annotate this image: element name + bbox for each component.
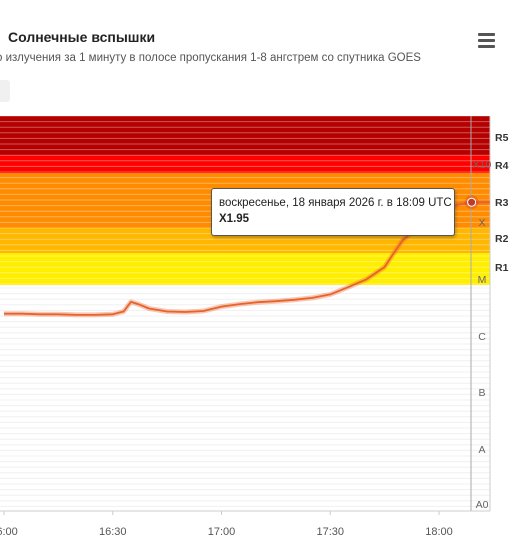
x-tick-label: 18:00 <box>425 526 453 538</box>
band-r1 <box>0 253 490 285</box>
x-tick-label: 17:30 <box>316 526 344 538</box>
tooltip-value: X1.95 <box>219 213 250 225</box>
band-r4 <box>0 155 490 173</box>
chart-title: Солнечные вспышки <box>8 29 156 45</box>
radio-blackout-label: R4 <box>495 160 509 172</box>
y-class-label: X10 <box>473 159 492 171</box>
range-selector-button[interactable] <box>0 80 10 102</box>
chart-menu-icon[interactable] <box>478 33 496 49</box>
x-tick-label: 16:30 <box>99 526 127 538</box>
x-tick-label: 17:00 <box>208 526 236 538</box>
radio-blackout-label: R5 <box>495 132 509 144</box>
y-class-label: M <box>478 274 487 286</box>
tooltip: воскресенье, 18 января 2026 г. в 18:09 U… <box>211 188 455 236</box>
radio-blackout-label: R2 <box>495 233 509 245</box>
x-tick-label: 16:00 <box>0 526 18 538</box>
band-r5 <box>0 116 490 155</box>
radio-blackout-label: R3 <box>495 197 509 209</box>
y-class-label: A <box>478 444 485 456</box>
y-class-label: C <box>478 331 486 343</box>
tooltip-date: воскресенье, 18 января 2026 г. в 18:09 U… <box>219 197 452 209</box>
hover-point <box>467 197 477 207</box>
radio-blackout-label: R1 <box>495 262 509 274</box>
y-class-label: B <box>478 387 485 399</box>
chart-subtitle: о излучения за 1 минуту в полосе пропуск… <box>0 52 421 64</box>
y-class-label: X <box>478 217 485 229</box>
y-class-label: A0 <box>476 499 489 511</box>
